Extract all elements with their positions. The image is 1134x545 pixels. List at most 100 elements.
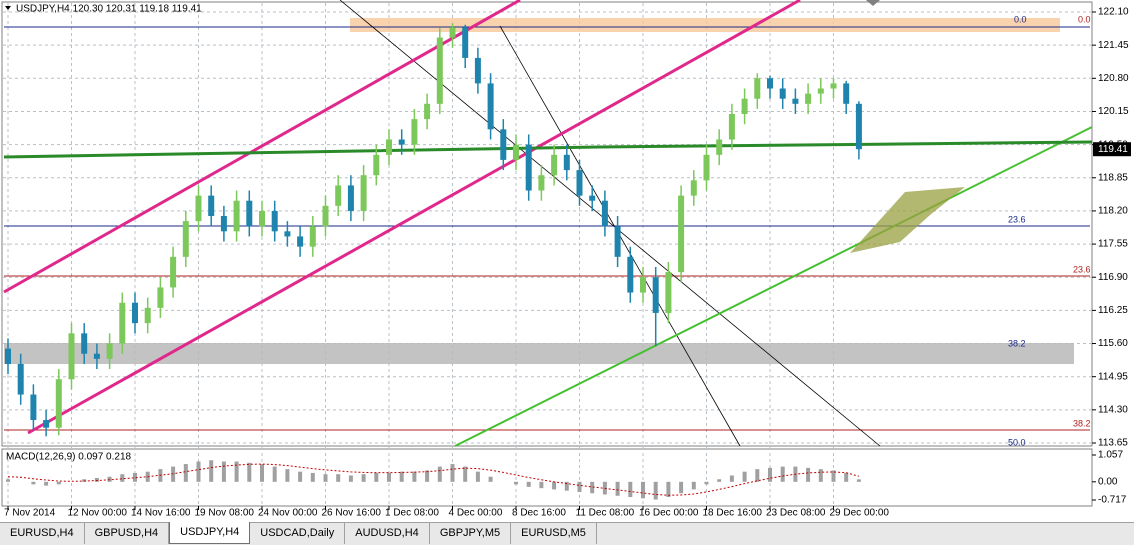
candle-body xyxy=(614,226,621,257)
candle-body xyxy=(474,57,481,84)
candle-body xyxy=(767,78,773,89)
chart-tab[interactable]: USDCAD,Daily xyxy=(250,523,346,544)
trend-line xyxy=(454,126,1093,447)
candle-body xyxy=(297,236,304,247)
y-tick-label: 117.55 xyxy=(1098,239,1128,250)
candle-body xyxy=(843,83,850,104)
candle-body xyxy=(830,83,837,89)
candle-body xyxy=(424,103,431,120)
fib-label: 50.0 xyxy=(1008,437,1026,447)
candle-body xyxy=(665,272,672,313)
candle-body xyxy=(284,231,291,237)
drawn-objects xyxy=(3,0,1093,447)
x-tick-label: 24 Nov 00:00 xyxy=(258,508,318,519)
last-price-label: 119.41 xyxy=(1098,144,1128,155)
candle-body xyxy=(322,205,329,227)
y-tick-label: 113.65 xyxy=(1098,438,1128,449)
x-tick-label: 8 Dec 16:00 xyxy=(512,508,566,519)
y-tick-label: 121.45 xyxy=(1098,40,1129,51)
y-tick-label: 118.20 xyxy=(1098,206,1128,217)
candle-body xyxy=(449,27,456,38)
macd-title: MACD(12,26,9) 0.097 0.218 xyxy=(6,452,132,463)
candle-body xyxy=(195,195,202,222)
candle-body xyxy=(716,139,723,155)
chart-window: USDJPY,H4 120.30 120.31 119.18 119.41 12… xyxy=(0,0,1134,522)
candle-body xyxy=(17,363,24,395)
chart-tab[interactable]: GBPUSD,H4 xyxy=(85,523,170,544)
candle-body xyxy=(741,98,748,115)
y-tick-label: 122.10 xyxy=(1098,7,1129,18)
candle-body xyxy=(347,185,354,211)
chart-tab[interactable]: EURUSD,H4 xyxy=(0,523,85,544)
candle-body xyxy=(246,200,253,227)
fib-zone xyxy=(350,18,1060,32)
candle-body xyxy=(627,256,634,293)
candle-body xyxy=(855,103,862,150)
macd-pane xyxy=(1,448,1093,507)
chart-tab[interactable]: USDJPY,H4 xyxy=(169,522,251,544)
fib-label: 23.6 xyxy=(1008,214,1026,224)
candle-body xyxy=(170,256,177,288)
candle-body xyxy=(551,154,558,176)
x-tick-label: 1 Dec 08:00 xyxy=(385,508,439,519)
candle-body xyxy=(640,277,646,293)
y-tick-label: 0.00 xyxy=(1098,476,1118,487)
candle-body xyxy=(754,78,761,99)
price-marks xyxy=(5,23,862,500)
candle-body xyxy=(30,394,37,421)
candle-body xyxy=(652,277,659,313)
y-tick-label: 115.60 xyxy=(1098,338,1128,349)
candle-body xyxy=(233,200,240,232)
candle-body xyxy=(132,302,138,324)
y-tick-label: 114.30 xyxy=(1098,404,1128,415)
candle-body xyxy=(220,216,227,232)
fib-label: 23.6 xyxy=(1073,264,1091,274)
candle-body xyxy=(500,129,507,160)
channel-line xyxy=(3,0,521,294)
candle-body xyxy=(792,98,799,104)
candle-body xyxy=(817,88,824,94)
candle-body xyxy=(538,175,545,191)
x-tick-label: 16 Dec 00:00 xyxy=(639,508,699,519)
x-tick-label: 23 Dec 08:00 xyxy=(766,508,826,519)
candle-body xyxy=(525,144,532,191)
chart-tabs: EURUSD,H4 GBPUSD,H4 USDJPY,H4 USDCAD,Daily A… xyxy=(0,522,1134,545)
candle-body xyxy=(513,144,519,160)
main-pane xyxy=(1,1,1093,447)
candle-body xyxy=(157,287,164,308)
candle-body xyxy=(462,27,469,58)
chart-tab[interactable]: EURUSD,M5 xyxy=(511,523,597,544)
x-tick-label: 19 Nov 08:00 xyxy=(195,508,255,519)
candle-body xyxy=(411,119,418,145)
candle-body xyxy=(386,139,392,155)
candle-body xyxy=(690,180,697,196)
fib-label: 38.2 xyxy=(1008,338,1026,348)
moving-average xyxy=(3,140,1093,159)
x-tick-label: 11 Dec 08:00 xyxy=(576,508,635,519)
chart-tab[interactable]: AUDUSD,H4 xyxy=(345,523,430,544)
pitchfork-shape xyxy=(850,187,965,253)
chart-tab[interactable]: GBPJPY,M5 xyxy=(430,523,512,544)
y-tick-label: 1.057 xyxy=(1098,450,1123,461)
x-tick-label: 7 Nov 2014 xyxy=(4,508,56,519)
candle-body xyxy=(106,343,113,359)
candle-body xyxy=(309,226,316,247)
candle-body xyxy=(373,154,380,176)
candle-body xyxy=(5,348,11,364)
candle-body xyxy=(144,307,151,324)
x-tick-label: 29 Dec 00:00 xyxy=(830,508,890,519)
candle-body xyxy=(563,154,570,171)
candle-body xyxy=(436,37,443,104)
x-tick-label: 12 Nov 00:00 xyxy=(68,508,128,519)
marker xyxy=(866,0,880,6)
y-tick-label: 116.25 xyxy=(1098,305,1128,316)
candle-body xyxy=(805,93,812,104)
candle-body xyxy=(182,221,189,257)
candle-body xyxy=(728,114,735,140)
y-tick-label: 118.85 xyxy=(1098,172,1128,183)
last-price-box xyxy=(1093,142,1131,157)
fib-label: 38.2 xyxy=(1073,418,1091,428)
candle-body xyxy=(68,333,75,380)
candle-body xyxy=(55,379,62,428)
